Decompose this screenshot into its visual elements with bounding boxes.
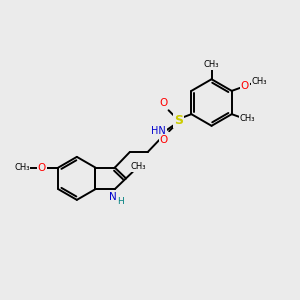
- Text: S: S: [174, 114, 183, 127]
- Text: N: N: [110, 193, 117, 202]
- Text: CH₃: CH₃: [239, 114, 255, 123]
- Text: CH₃: CH₃: [204, 60, 219, 69]
- Text: O: O: [160, 134, 168, 145]
- Text: O: O: [38, 163, 46, 172]
- Text: HN: HN: [151, 127, 166, 136]
- Text: O: O: [241, 81, 249, 91]
- Text: CH₃: CH₃: [251, 77, 267, 86]
- Text: O: O: [160, 98, 168, 108]
- Text: CH₃: CH₃: [14, 163, 29, 172]
- Text: CH₃: CH₃: [130, 162, 146, 171]
- Text: H: H: [117, 197, 124, 206]
